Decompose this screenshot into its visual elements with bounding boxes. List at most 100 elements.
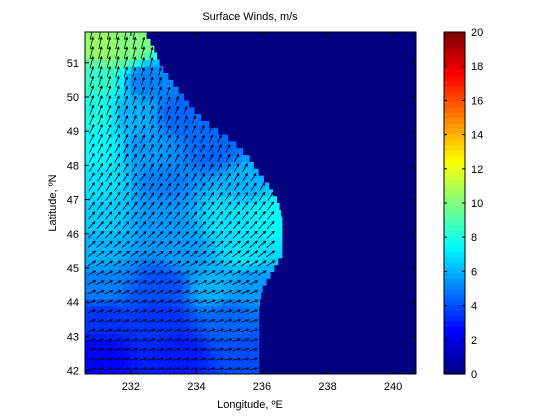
heatmap-cell [143,66,152,74]
heatmap-cell [229,203,237,211]
heatmap-cell [163,93,171,101]
wind-arrow [147,299,156,304]
heatmap-cell [170,305,178,314]
wind-arrow [113,201,121,211]
heatmap-cell [222,161,230,170]
heatmap-cell [255,216,263,225]
heatmap-cell [91,298,99,307]
wind-arrow [114,143,120,154]
wind-arrow [198,240,207,248]
wind-arrow [155,250,164,257]
heatmap-cell [163,86,171,95]
heatmap-cell [196,326,204,334]
heatmap-cell [255,360,260,368]
heatmap-cell [261,209,270,218]
heatmap-cell [157,319,165,327]
heatmap-cell [137,360,145,368]
wind-arrow [215,299,225,304]
wind-arrow [173,347,182,351]
wind-arrow [149,76,154,86]
heatmap-cell [150,305,158,314]
heatmap-cell [229,353,237,361]
heatmap-cell [130,257,139,266]
wind-arrow [123,134,129,144]
heatmap-cell [150,141,158,149]
heatmap-cell [176,168,184,177]
wind-arrow [173,309,182,313]
heatmap-cell [98,86,106,95]
heatmap-cell [261,216,270,225]
heatmap-cell [242,223,250,231]
wind-arrow [241,338,250,342]
heatmap-cell [235,168,243,177]
heatmap-cell [202,360,211,368]
wind-arrow [89,95,95,106]
wind-arrow [148,211,155,220]
heatmap-cell [196,237,204,245]
wind-arrow [140,36,146,50]
heatmap-cell [117,134,125,143]
wind-arrow [121,270,131,276]
heatmap-cell [170,244,178,252]
y-tick-label: 48 [67,160,79,172]
wind-arrow [138,250,147,257]
heatmap-cell [157,175,165,184]
wind-arrow [266,230,275,239]
heatmap-cell [150,86,158,95]
wind-arrow [172,299,182,304]
heatmap-cell [111,182,119,190]
heatmap-cell [275,223,283,231]
colorbar-segment [444,245,465,252]
heatmap-cell [124,86,132,95]
heatmap-cell [222,367,230,374]
heatmap-cell [176,264,184,272]
heatmap-cell [143,196,152,204]
wind-arrow [258,201,266,211]
heatmap-cell [157,285,165,293]
wind-arrow [164,260,173,267]
heatmap-cell [176,114,184,122]
heatmap-cell [91,93,99,101]
heatmap-cell [242,271,250,279]
heatmap-cell [235,155,243,163]
wind-arrow [164,319,173,323]
heatmap-cell [183,107,191,115]
heatmap-cell [130,244,139,252]
heatmap-cell [111,120,119,129]
heatmap-cell [170,86,178,95]
heatmap-cell [150,175,158,184]
heatmap-cell [124,155,132,163]
wind-arrow [138,280,147,285]
heatmap-cell [202,230,211,238]
heatmap-cell [111,59,119,67]
wind-arrow [200,134,205,143]
heatmap-cell [104,312,112,320]
heatmap-cell [255,305,260,314]
wind-arrow [232,230,241,239]
heatmap-cell [229,230,237,238]
heatmap-cell [202,244,211,252]
heatmap-cell [163,230,171,238]
heatmap-cell [196,148,204,156]
heatmap-cell [137,155,145,163]
heatmap-cell [143,52,152,60]
heatmap-cell [150,339,158,348]
wind-arrow [130,290,139,295]
wind-arrow [217,153,222,162]
heatmap-cell [163,244,171,252]
wind-arrow [164,357,173,361]
heatmap-cell [229,161,237,170]
heatmap-cell [104,367,112,374]
wind-arrow [122,357,130,361]
wind-arrow [97,124,103,135]
heatmap-cell [189,120,198,129]
heatmap-cell [216,244,224,252]
wind-arrow [164,290,173,295]
heatmap-cell [137,107,145,115]
colorbar-segment [444,96,465,103]
wind-arrow [240,260,250,267]
heatmap-cell [202,367,211,374]
heatmap-cell [137,182,145,190]
heatmap-cell [130,120,139,129]
wind-arrow [113,240,122,248]
